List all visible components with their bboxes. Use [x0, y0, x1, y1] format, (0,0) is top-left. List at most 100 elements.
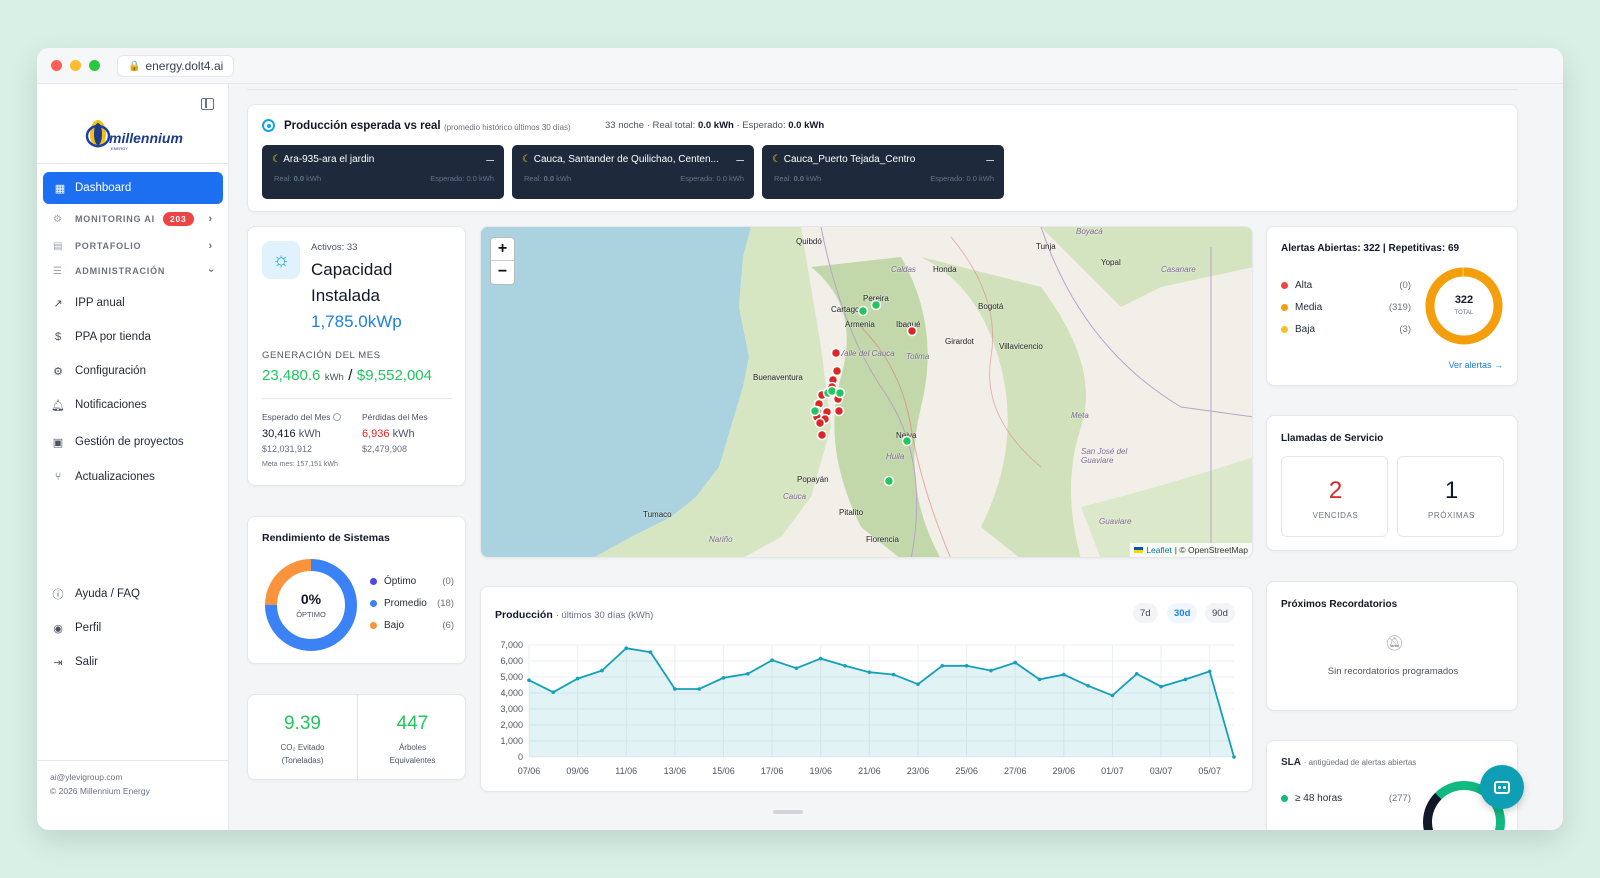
bell-off-icon: 🔕︎ [1385, 635, 1405, 652]
data-point[interactable] [940, 664, 945, 668]
data-point[interactable] [1159, 684, 1163, 689]
y-tick-label: 0 [518, 752, 523, 762]
help-circle-icon: ⓘ [52, 589, 64, 601]
data-point[interactable] [1232, 755, 1236, 759]
target-icon [262, 119, 275, 132]
monitor-ai-icon: ⚙ [53, 213, 63, 225]
data-point[interactable] [794, 666, 799, 670]
zoom-out-button[interactable]: − [497, 263, 508, 280]
minimize-window-icon[interactable] [70, 60, 81, 71]
vencidas-box[interactable]: 2 VENCIDAS [1281, 456, 1388, 537]
data-point[interactable] [551, 690, 556, 694]
data-point[interactable] [867, 670, 872, 674]
data-point[interactable] [1013, 660, 1018, 665]
sidebar-section-administracion[interactable]: ☰ ADMINISTRACIÓN › [53, 265, 217, 277]
legend-dot [370, 622, 377, 629]
info-icon[interactable] [332, 413, 341, 421]
proximas-value: 1 [1444, 477, 1459, 504]
close-window-icon[interactable] [51, 60, 62, 71]
data-point[interactable] [745, 672, 750, 676]
data-point[interactable] [527, 678, 531, 682]
data-point[interactable] [1037, 677, 1042, 682]
chat-assistant-button[interactable] [1480, 765, 1524, 809]
sidebar-item-ipp-anual[interactable]: ↗ IPP anual [51, 288, 124, 318]
sidebar-item-dashboard[interactable]: ▦ Dashboard [43, 172, 223, 204]
maximize-window-icon[interactable] [89, 60, 100, 71]
generation-label: GENERACIÓN DEL MES [262, 350, 381, 361]
data-point[interactable] [624, 646, 629, 650]
legend-item-baja: Baja (3) [1281, 324, 1411, 335]
data-point[interactable] [600, 668, 604, 673]
site-card[interactable]: ☾ Ara-935-ara el jardin – Real: 0.0 kWh … [262, 145, 504, 199]
site-card[interactable]: ☾ Cauca, Santander de Quilichao, Centen.… [512, 145, 754, 199]
data-point[interactable] [843, 664, 847, 668]
perdidas-kwh: 6,936 kWh [362, 428, 415, 440]
production-chart-card: Producción · últimos 30 días (kWh) 7d 30… [480, 586, 1253, 792]
data-point[interactable] [1062, 672, 1066, 677]
card-title: Próximos Recordatorios [1281, 599, 1398, 610]
map-canvas[interactable] [481, 227, 1253, 558]
sidebar-item-gestion-proyectos[interactable]: ▣ Gestión de proyectos [52, 436, 184, 449]
sidebar-footer-divider [37, 760, 229, 761]
x-tick-label: 27/06 [1004, 766, 1027, 776]
moon-icon: ☾ [522, 154, 534, 165]
data-point[interactable] [818, 656, 823, 661]
data-point[interactable] [1110, 693, 1115, 698]
sidebar-item-perfil[interactable]: ◉ Perfil [51, 613, 101, 643]
proximas-box[interactable]: 1 PRÓXIMAS [1397, 456, 1504, 537]
sidebar-item-configuracion[interactable]: ⚙ Configuración [51, 356, 146, 386]
range-7d-button[interactable]: 7d [1133, 603, 1158, 623]
legend-dot [1281, 326, 1288, 333]
sidebar-section-portafolio[interactable]: ▤ PORTAFOLIO › [53, 240, 213, 252]
data-point[interactable] [1134, 672, 1139, 676]
sidebar-item-ayuda[interactable]: ⓘ Ayuda / FAQ [52, 588, 141, 601]
data-point[interactable] [989, 668, 993, 673]
donut-slice-2 [1425, 267, 1503, 345]
capacity-divider [262, 398, 452, 399]
zoom-in-button[interactable]: + [491, 238, 514, 261]
x-tick-label: 25/06 [955, 766, 978, 776]
range-90d-button[interactable]: 90d [1205, 603, 1235, 623]
data-point[interactable] [964, 664, 969, 668]
map-label: Boyacá [1076, 227, 1103, 236]
data-point[interactable] [1086, 684, 1090, 688]
card-title: Producción esperada vs real [284, 120, 441, 132]
data-point[interactable] [891, 672, 896, 677]
data-point[interactable] [916, 682, 920, 686]
moon-icon: ☾ [272, 154, 284, 165]
x-tick-label: 07/06 [518, 766, 541, 776]
lock-icon: 🔒 [128, 60, 141, 72]
address-bar[interactable]: 🔒 energy.dolt4.ai [117, 55, 235, 77]
eco-divider [357, 695, 358, 781]
map-card[interactable]: Quibdó Tunja Boyacá Yopal Caldas Honda Casanar… [480, 226, 1253, 558]
sidebar-item-notificaciones[interactable]: 🔔︎ Notificaciones [51, 399, 147, 412]
sidebar-item-actualizaciones[interactable]: ⑂ Actualizaciones [51, 462, 155, 492]
ver-alertas-link[interactable]: Ver alertas → [1448, 360, 1503, 370]
map-label: Ibagué [896, 320, 921, 329]
data-point[interactable] [673, 687, 677, 691]
esperado-kwh: 30,416 kWh [262, 428, 321, 440]
leaflet-link[interactable]: Leaflet [1146, 545, 1172, 555]
trend-up-icon: ↗ [53, 297, 63, 310]
data-point[interactable] [697, 687, 701, 691]
logo-flame-icon [85, 120, 111, 148]
sidebar-item-ppa-tienda[interactable]: $ PPA por tienda [51, 322, 151, 352]
range-30d-button[interactable]: 30d [1167, 603, 1198, 623]
data-point[interactable] [1183, 677, 1188, 682]
rendimiento-card: Rendimiento de Sistemas 0% ÓPTIMO Óptimo… [247, 516, 466, 664]
sidebar-section-monitoring[interactable]: ⚙ MONITORING AI 203 › [53, 212, 213, 226]
sidebar-item-salir[interactable]: ⇥ Salir [51, 647, 98, 677]
trees-value: 447 [396, 713, 429, 734]
site-name: Ara-935-ara el jardin [283, 154, 375, 165]
data-point[interactable] [1207, 669, 1212, 674]
data-point[interactable] [648, 650, 653, 654]
data-point[interactable] [575, 676, 580, 681]
collapse-sidebar-icon[interactable] [201, 98, 214, 110]
data-point[interactable] [721, 676, 726, 680]
data-point[interactable] [770, 658, 774, 662]
map-label: Neiva [896, 431, 917, 440]
x-tick-label: 17/06 [761, 766, 784, 776]
site-card[interactable]: ☾ Cauca_Puerto Tejada_Centro – Real: 0.0… [762, 145, 1004, 199]
production-area-chart: 7,000 6,000 5,000 4,000 3,000 2,000 1,000 0 07/0… [500, 640, 1236, 776]
co2-unit: (Toneladas) [281, 756, 324, 765]
